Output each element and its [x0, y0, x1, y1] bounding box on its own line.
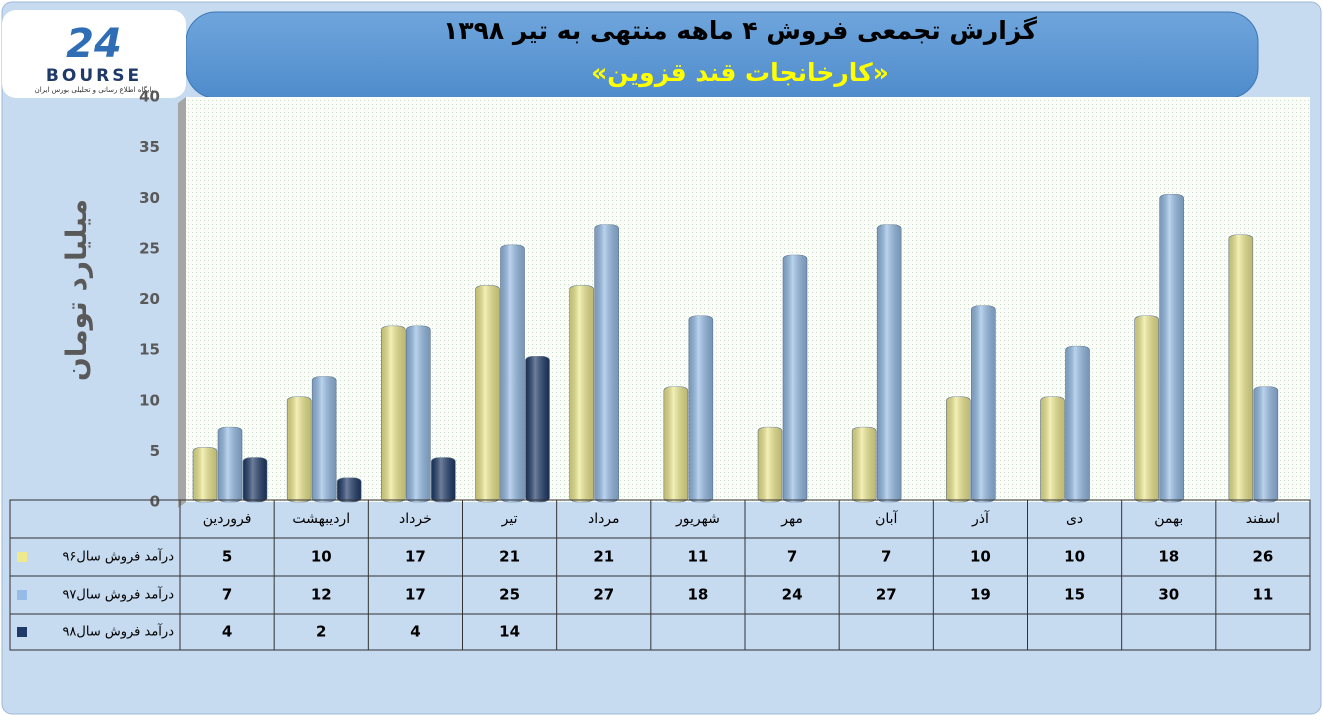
y-tick-label: 30 [139, 189, 160, 207]
x-tick-label: دی [1066, 511, 1083, 527]
bar-shade [193, 447, 217, 502]
bar-shade [971, 305, 996, 502]
bar-shade [758, 427, 782, 502]
y-tick-label: 40 [139, 88, 160, 106]
table-value: 2 [316, 623, 326, 641]
table-value: 7 [787, 548, 797, 566]
plot-area [186, 97, 1310, 502]
bar-shade [1065, 346, 1090, 502]
table-value: 4 [410, 623, 420, 641]
bar-shade [663, 386, 688, 502]
table-value: 30 [1158, 586, 1179, 604]
logo-box [2, 10, 186, 98]
chart-title: گزارش تجمعی فروش ۴ ماهه منتهی به تیر ۱۳۹… [443, 16, 1037, 46]
bar-shade [525, 356, 550, 502]
bar-shade [1040, 396, 1065, 502]
table-value: 15 [1064, 586, 1085, 604]
table-value: 18 [687, 586, 708, 604]
bar-shade [243, 457, 267, 502]
bar-shade [287, 396, 312, 502]
legend-swatch [17, 552, 27, 562]
x-tick-label: فروردین [203, 511, 252, 527]
table-value: 7 [222, 586, 232, 604]
table-value: 10 [970, 548, 991, 566]
table-value: 25 [499, 586, 520, 604]
x-tick-label: مهر [780, 511, 803, 527]
y-tick-label: 10 [139, 391, 160, 409]
bar-shade [852, 427, 877, 502]
x-tick-label: تیر [501, 511, 518, 527]
bar-shade [406, 325, 431, 502]
table-value: 17 [405, 548, 426, 566]
table-value: 11 [687, 548, 708, 566]
x-tick-label: خرداد [399, 511, 432, 527]
y-tick-label: 25 [139, 239, 160, 257]
bar-shade [569, 285, 594, 502]
x-tick-label: آبان [875, 510, 898, 527]
bar-shade [1134, 315, 1159, 502]
table-value: 18 [1158, 548, 1179, 566]
table-value: 10 [311, 548, 332, 566]
x-tick-label: مرداد [588, 511, 620, 527]
table-value: 26 [1252, 548, 1273, 566]
legend-label: درآمد فروش سال۹۸ [62, 623, 174, 640]
legend-label: درآمد فروش سال۹۷ [62, 586, 174, 603]
bar-shade [946, 396, 971, 502]
bar-shade [431, 457, 456, 502]
bar-shade [337, 477, 362, 502]
y-tick-label: 35 [139, 138, 160, 156]
x-tick-label: شهریور [675, 511, 720, 527]
table-value: 4 [222, 623, 232, 641]
bar-shade [1159, 194, 1184, 502]
table-value: 7 [881, 548, 891, 566]
axis-wall [178, 97, 186, 508]
bar-shade [218, 427, 242, 502]
bar-shade [500, 244, 525, 502]
table-value: 21 [593, 548, 614, 566]
table-value: 10 [1064, 548, 1085, 566]
logo-number: 24 [66, 21, 122, 67]
y-tick-label: 5 [150, 442, 160, 460]
table-value: 11 [1252, 586, 1273, 604]
logo-text: BOURSE [46, 66, 142, 86]
bar-shade [1228, 234, 1253, 502]
table-value: 24 [782, 586, 803, 604]
x-tick-label: اسفند [1246, 511, 1280, 527]
bar-shade [594, 224, 619, 502]
bar-shade [783, 255, 807, 502]
table-value: 19 [970, 586, 991, 604]
logo-tagline: پایگاه اطلاع رسانی و تحلیلی بورس ایران [35, 85, 154, 94]
table-value: 27 [876, 586, 897, 604]
table-value: 17 [405, 586, 426, 604]
table-value: 5 [222, 548, 232, 566]
table-value: 12 [311, 586, 332, 604]
y-tick-label: 15 [139, 341, 160, 359]
legend-swatch [17, 627, 27, 637]
table-value: 27 [593, 586, 614, 604]
bar-shade [475, 285, 500, 502]
x-tick-label: آذر [971, 510, 990, 527]
table-value: 14 [499, 623, 520, 641]
bar-shade [688, 315, 713, 502]
x-tick-label: بهمن [1154, 511, 1183, 527]
bar-shade [1253, 386, 1278, 502]
table-value: 21 [499, 548, 520, 566]
chart-subtitle: «کارخانجات قند قزوین» [591, 58, 889, 88]
legend-swatch [17, 590, 27, 600]
bar-shade [877, 224, 902, 502]
x-tick-label: اردیبهشت [292, 511, 350, 527]
y-tick-label: 0 [150, 493, 160, 511]
bar-shade [381, 325, 406, 502]
y-axis-label: میلیارد تومان [60, 199, 93, 381]
y-tick-label: 20 [139, 290, 160, 308]
bar-shade [312, 376, 337, 502]
legend-label: درآمد فروش سال۹۶ [62, 548, 174, 565]
